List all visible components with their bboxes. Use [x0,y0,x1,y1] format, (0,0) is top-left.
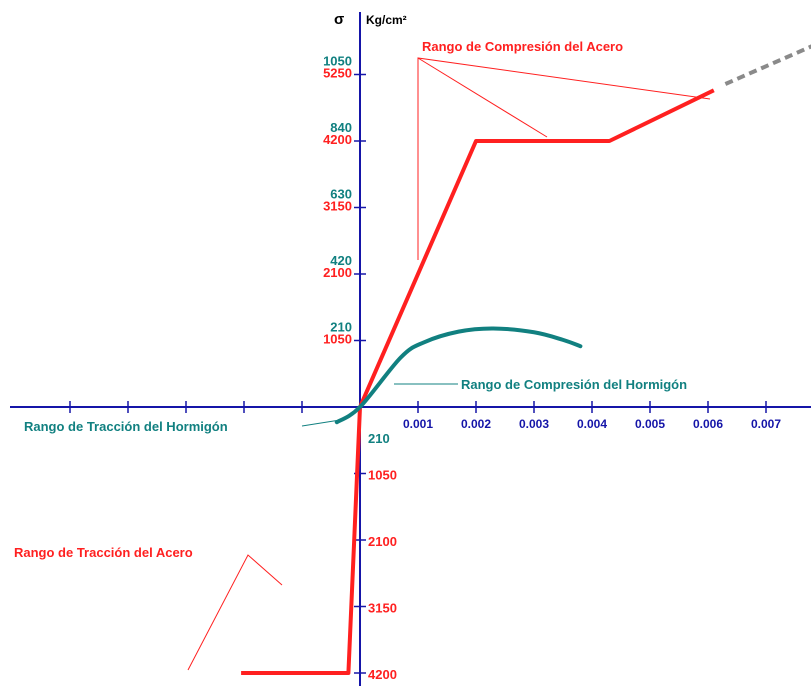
x-tick-label: 0.004 [577,417,607,431]
x-tick-label: 0.003 [519,417,549,431]
y-tick-label-steel: 2100 [323,265,352,280]
x-tick-label: 0.007 [751,417,781,431]
y-tick-label-concrete: 840 [330,120,352,135]
annotation-concrete-compression: Rango de Compresión del Hormigón [461,377,687,392]
x-tick-label: 0.006 [693,417,723,431]
x-tick-label: 0.001 [403,417,433,431]
y-tick-label-steel: 4200 [323,132,352,147]
steel-tension-leader [187,554,283,671]
concrete-tension-leader [301,419,341,427]
y-tick-label-concrete-negative: 210 [368,431,390,446]
y-tick-label-concrete: 1050 [323,54,352,69]
x-tick-label: 0.002 [461,417,491,431]
y-tick-label-steel: 3150 [323,199,352,214]
y-tick-label-steel-negative: 1050 [368,468,397,483]
y-tick-label-concrete: 630 [330,187,352,202]
labels: 0.0010.0020.0030.0040.0050.0060.00781050… [14,11,781,682]
y-tick-label-steel-negative: 2100 [368,534,397,549]
x-tick-label: 0.005 [635,417,665,431]
annotation-steel-compression: Rango de Compresión del Acero [422,39,623,54]
steel-compression-leader [417,57,548,138]
y-tick-label-steel: 1050 [323,332,352,347]
y-tick-label-concrete: 210 [330,320,352,335]
y-tick-label-steel-negative: 3150 [368,601,397,616]
y-tick-label-steel: 5250 [323,66,352,81]
y-axis-symbol: σ [334,11,344,28]
annotation-steel-tension: Rango de Tracción del Acero [14,545,193,560]
steel-curve-dashed-extension [724,44,811,86]
y-tick-label-steel-negative: 4200 [368,667,397,682]
annotation-concrete-tension: Rango de Tracción del Hormigón [24,419,228,434]
axes [10,12,811,686]
series-layer [241,44,811,675]
steel-compression-leader [417,57,711,260]
y-axis-unit-label: Kg/cm² [366,13,407,27]
y-tick-label-concrete: 420 [330,253,352,268]
steel-curve [241,88,715,675]
annotation-leaders [187,57,711,671]
